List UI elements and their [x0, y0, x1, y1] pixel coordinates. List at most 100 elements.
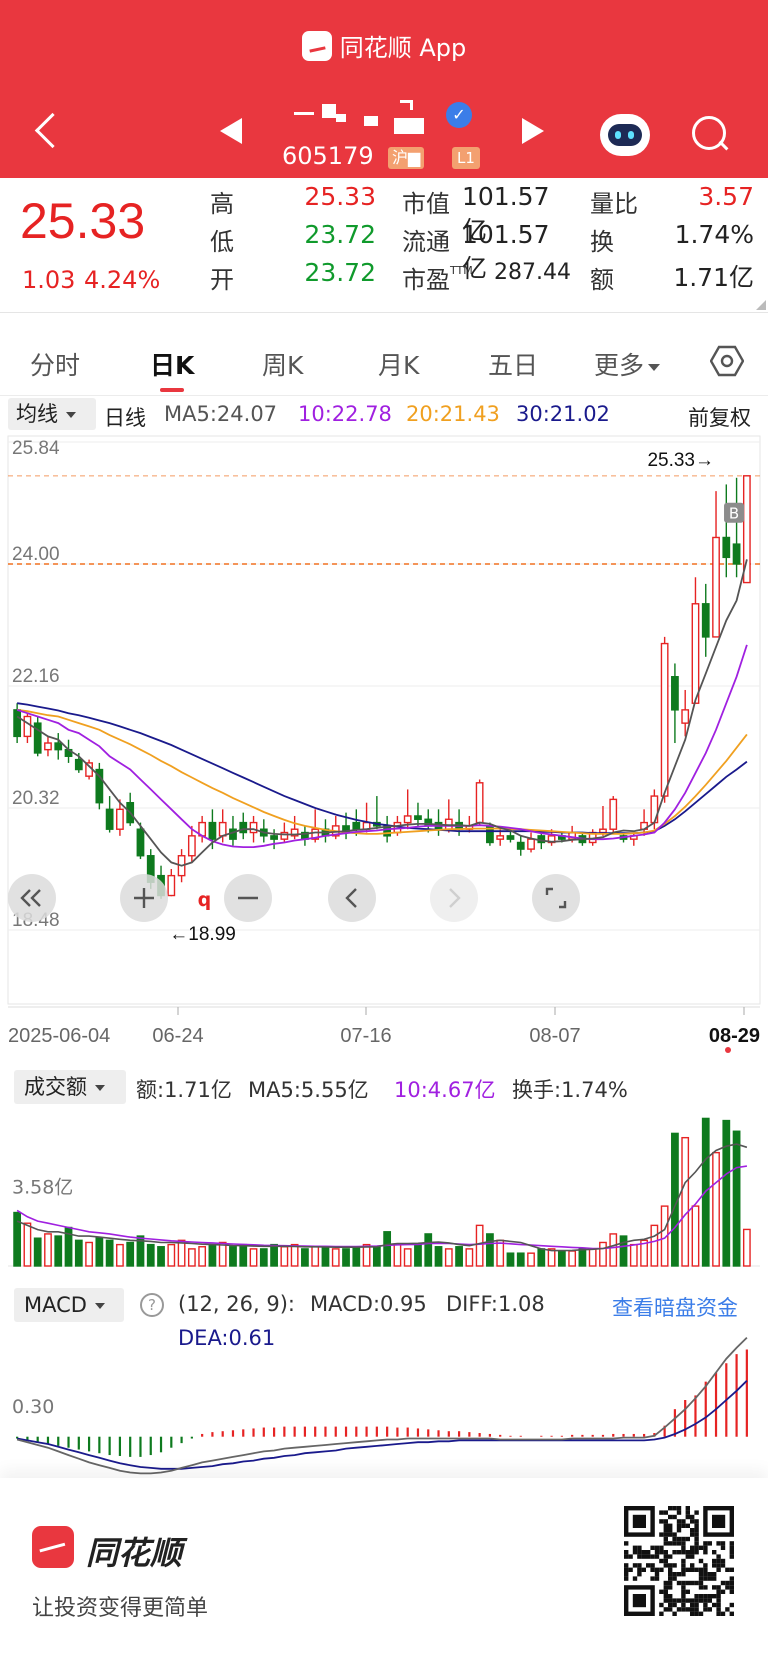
app-name: 同花顺 App: [339, 34, 467, 62]
qr-module: [685, 1536, 690, 1542]
qr-module: [685, 1550, 690, 1555]
qr-module: [694, 1594, 699, 1599]
volume-bar: [547, 1248, 556, 1267]
buy-signal-text: B: [729, 505, 739, 523]
dark-pool-funds-link[interactable]: 查看暗盘资金: [612, 1296, 738, 1320]
qr-module: [707, 1541, 712, 1546]
qr-module: [685, 1510, 690, 1515]
volume-bar: [259, 1248, 268, 1267]
chevron-down-icon: [94, 1303, 105, 1309]
fast-rewind-icon: [20, 889, 31, 907]
qr-module: [668, 1567, 673, 1572]
macd-indicator-select[interactable]: MACD: [14, 1288, 124, 1322]
macd-y-tick: 0.30: [12, 1396, 54, 1418]
volume-bar: [619, 1235, 628, 1267]
previous-stock-arrow-icon[interactable]: [220, 118, 242, 144]
qr-module: [650, 1563, 655, 1568]
date-axis: 2025-06-04 06-24 07-16 08-07 08-29: [8, 1006, 760, 1053]
qr-module: [681, 1541, 686, 1546]
qr-module: [672, 1532, 677, 1537]
qr-module: [672, 1572, 677, 1577]
qr-module: [712, 1514, 726, 1528]
qr-module: [668, 1506, 673, 1511]
qr-module: [729, 1567, 734, 1572]
qr-module: [659, 1545, 664, 1550]
qr-module: [663, 1519, 668, 1524]
qr-module: [672, 1536, 677, 1542]
volume-bar: [280, 1246, 289, 1267]
price-adjust-toggle[interactable]: 前复权: [688, 406, 751, 430]
tab-weekly-k[interactable]: 周K: [262, 351, 304, 380]
candle-body: [280, 831, 289, 840]
current-date-dot: [725, 1047, 731, 1053]
candle-body: [54, 742, 63, 751]
tab-daily-k[interactable]: 日K: [150, 351, 195, 380]
stock-code: 605179: [282, 142, 374, 170]
back-button[interactable]: [26, 112, 66, 152]
qr-module: [712, 1558, 717, 1564]
indicator-select[interactable]: 均线: [8, 398, 96, 430]
qr-module: [716, 1589, 721, 1594]
next-stock-arrow-icon[interactable]: [522, 118, 544, 144]
qr-module: [694, 1550, 699, 1555]
qr-module: [690, 1563, 695, 1568]
qr-module: [641, 1550, 646, 1555]
candle-body: [249, 821, 258, 834]
qr-module: [676, 1523, 682, 1528]
qr-module: [720, 1589, 726, 1594]
kline-frame: [7, 435, 761, 1005]
qr-module: [698, 1572, 704, 1577]
price-change: 1.03: [22, 266, 76, 294]
ai-assistant-robot-icon[interactable]: [600, 114, 650, 156]
qr-module: [654, 1576, 660, 1581]
volume-bar: [691, 1205, 700, 1267]
qr-module: [624, 1550, 629, 1555]
search-icon[interactable]: [690, 114, 730, 154]
qr-module: [694, 1602, 699, 1608]
dea-line: [16, 1380, 748, 1470]
tab-intraday[interactable]: 分时: [30, 351, 81, 380]
qr-module: [681, 1594, 686, 1599]
volume-bar: [475, 1224, 484, 1267]
qr-module: [628, 1554, 633, 1559]
settings-hexagon-icon[interactable]: [710, 344, 744, 378]
qr-module: [681, 1550, 686, 1555]
qr-module: [716, 1611, 721, 1616]
help-icon[interactable]: ?: [140, 1293, 164, 1317]
qr-module: [659, 1611, 664, 1616]
market-cap-label: 市值: [402, 190, 450, 218]
tab-five-day[interactable]: 五日: [488, 351, 539, 380]
chevron-down-icon: [95, 1085, 105, 1091]
qr-module: [672, 1563, 677, 1568]
qr-module: [690, 1598, 695, 1603]
qr-module: [632, 1550, 638, 1555]
volume-indicator-select[interactable]: 成交额: [14, 1070, 126, 1104]
qr-module: [725, 1567, 730, 1572]
candle-body: [208, 821, 217, 840]
tab-more[interactable]: 更多: [594, 346, 661, 382]
period-tab-bar: 分时 日K 周K 月K 五日 更多: [0, 326, 768, 396]
qr-module: [663, 1580, 668, 1586]
qr-module: [703, 1585, 708, 1590]
qr-module: [703, 1598, 708, 1603]
qr-module: [668, 1607, 673, 1612]
qr-module: [681, 1519, 686, 1524]
candle-body: [414, 815, 422, 820]
volume-ratio-label: 量比: [590, 190, 638, 218]
qr-module: [663, 1550, 668, 1555]
volume-bar: [722, 1119, 731, 1267]
qr-module: [672, 1576, 677, 1581]
ma30-value: 30:21.02: [516, 402, 610, 426]
qr-module: [650, 1545, 655, 1550]
expand-corner-icon[interactable]: [756, 300, 766, 310]
candle-body: [681, 709, 690, 724]
tab-monthly-k[interactable]: 月K: [378, 351, 420, 380]
qr-module: [668, 1563, 673, 1568]
qr-module: [707, 1594, 712, 1599]
qr-module: [654, 1567, 660, 1572]
volume-turnover: 换手:1.74%: [512, 1078, 628, 1102]
qr-module: [712, 1563, 717, 1568]
qr-module: [716, 1563, 721, 1568]
candle-body: [671, 676, 679, 711]
